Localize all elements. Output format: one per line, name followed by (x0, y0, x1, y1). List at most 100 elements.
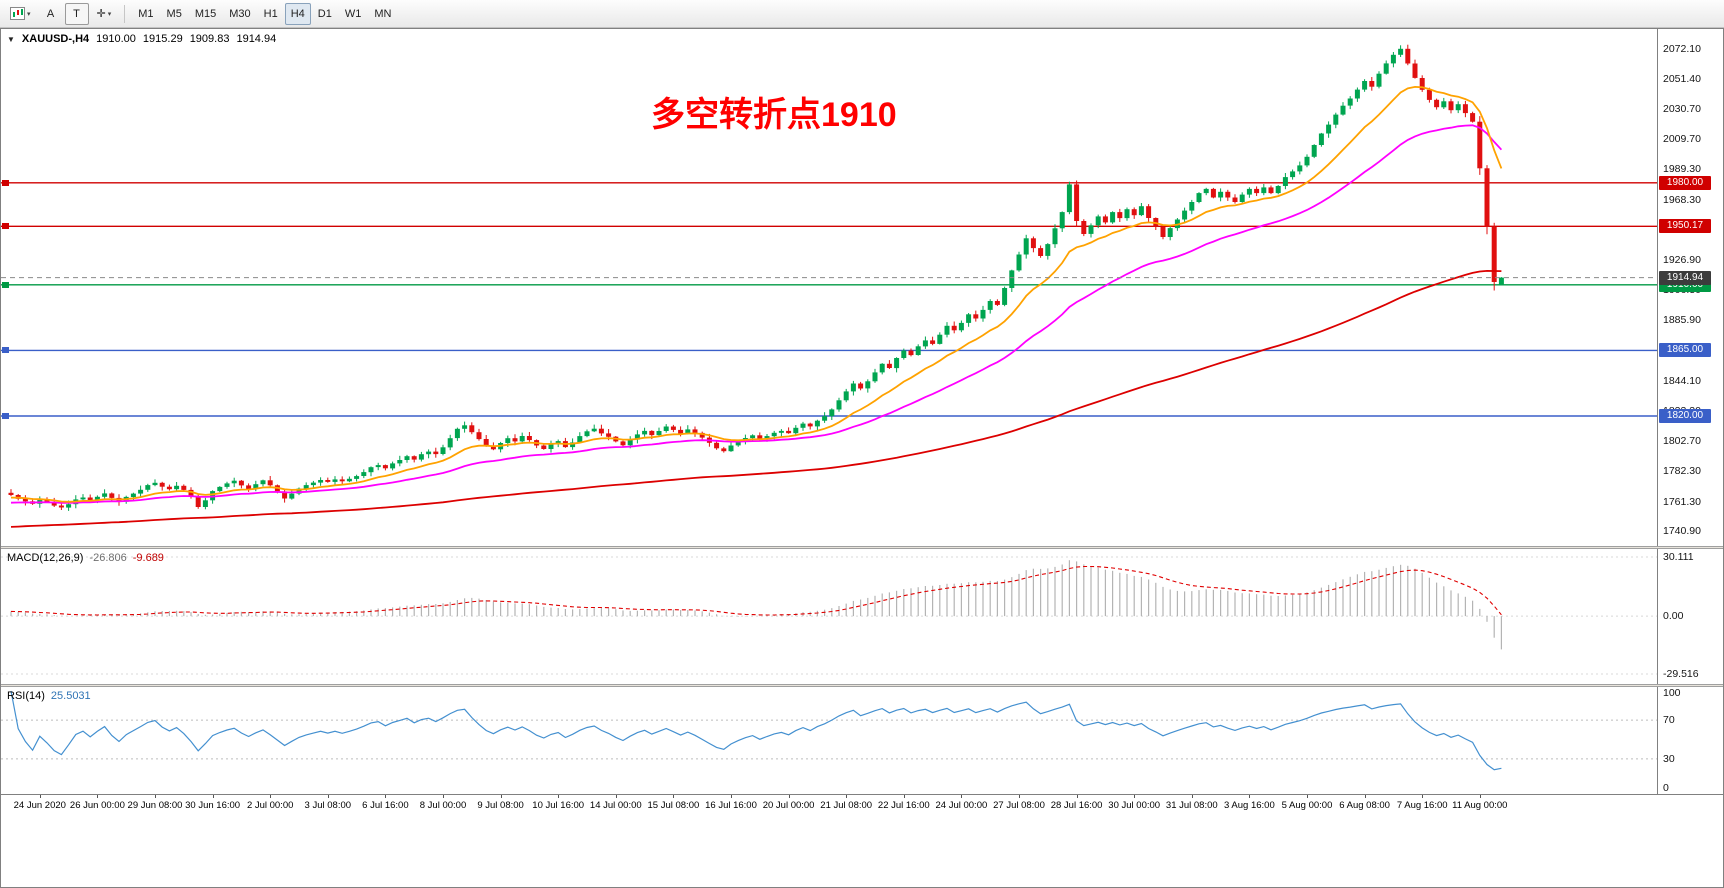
time-tick (155, 795, 156, 798)
hline-left-tag (2, 347, 9, 354)
chevron-down-icon: ▾ (107, 10, 112, 18)
hline-left-tag (2, 413, 9, 419)
chart-icon (10, 7, 25, 20)
crosshair-button[interactable]: ✛ ▾ (91, 3, 118, 25)
price-tick-label: 2051.40 (1663, 72, 1701, 85)
price-tick-label: 2030.70 (1663, 102, 1701, 115)
macd-scale-label: 0.00 (1663, 610, 1684, 623)
time-label: 3 Jul 08:00 (304, 800, 352, 811)
time-tick (1134, 795, 1136, 798)
time-label: 9 Jul 08:00 (477, 800, 524, 811)
price-panel[interactable]: ▼ XAUUSD-,H4 1910.00 1915.29 1909.83 191… (1, 29, 1723, 546)
rsi-scale-label: 0 (1663, 782, 1669, 794)
timeframe-mn[interactable]: MN (368, 3, 397, 25)
time-tick (846, 795, 848, 798)
macd-scale-label: 30.111 (1663, 550, 1694, 563)
time-label: 6 Aug 08:00 (1339, 800, 1390, 811)
macd-header: MACD(12,26,9) -26.806 -9.689 (7, 552, 164, 564)
toolbar: ▾ A T ✛ ▾ M1 M5 M15 M30 H1 H4 D1 W1 MN (0, 0, 1724, 28)
scale-separator (1657, 29, 1658, 546)
rsi-scale-label: 100 (1663, 687, 1681, 699)
time-label: 22 Jul 16:00 (877, 800, 930, 811)
timeframe-d1[interactable]: D1 (312, 3, 338, 25)
rsi-scale-label: 30 (1663, 752, 1675, 765)
price-tick-label: 1802.70 (1663, 435, 1701, 448)
time-tick (1076, 795, 1078, 798)
price-tick-label: 1926.90 (1663, 254, 1701, 267)
time-label: 16 Jul 16:00 (705, 800, 757, 811)
rsi-plot (1, 690, 1657, 771)
time-tick (500, 795, 502, 798)
time-label: 15 Jul 08:00 (647, 800, 700, 811)
time-tick (270, 795, 272, 798)
rsi-panel[interactable]: RSI(14) 25.5031 100 70 30 0 (1, 687, 1723, 794)
panel-splitter[interactable] (1, 684, 1723, 687)
hline-left-tag (2, 281, 9, 288)
t-tool-button[interactable]: T (64, 2, 89, 25)
time-label: 2 Jul 00:00 (246, 800, 294, 811)
price-tick-label: 2072.10 (1663, 42, 1701, 55)
price-tick-label: 1968.30 (1663, 193, 1701, 206)
time-tick (1422, 795, 1424, 798)
price-tick-label: 1740.90 (1663, 525, 1701, 538)
toolbar-separator (124, 4, 126, 23)
open-value: 1910.00 (96, 33, 136, 45)
timeframe-h1[interactable]: H1 (258, 3, 284, 25)
a-tool-button[interactable]: A (39, 3, 63, 25)
time-label: 6 Jul 16:00 (362, 800, 409, 811)
chart-templates-button[interactable]: ▾ (4, 3, 37, 25)
time-tick (1364, 795, 1366, 798)
rsi-label: RSI(14) (7, 690, 45, 702)
annotation-text: 多空转折点1910 (651, 96, 897, 134)
time-label: 24 Jun 2020 (13, 800, 66, 811)
time-tick (731, 795, 732, 798)
macd-panel[interactable]: MACD(12,26,9) -26.806 -9.689 30.111 0.00 -… (1, 549, 1723, 684)
time-tick (1019, 795, 1020, 798)
time-label: 29 Jun 08:00 (127, 800, 183, 811)
timeframe-w1[interactable]: W1 (339, 3, 368, 25)
time-axis[interactable]: 24 Jun 2020 26 Jun 00:00 29 Jun 08:00 30 Ju… (1, 794, 1723, 816)
timeframe-h4[interactable]: H4 (284, 2, 311, 25)
price-tick-label: 1989.30 (1663, 163, 1701, 176)
timeframe-m15[interactable]: M15 (189, 3, 222, 25)
hline-left-tag (2, 179, 9, 186)
crosshair-icon: ✛ (96, 8, 106, 20)
time-label: 30 Jul 00:00 (1108, 800, 1161, 811)
timeframe-m5[interactable]: M5 (161, 3, 188, 25)
time-label: 26 Jun 00:00 (69, 800, 125, 811)
time-label: 24 Jul 00:00 (935, 800, 988, 811)
macd-plot (1, 556, 1657, 675)
time-tick (615, 795, 617, 798)
time-label: 3 Aug 16:00 (1224, 800, 1275, 811)
scale-separator (1657, 687, 1658, 794)
time-label: 5 Aug 00:00 (1281, 800, 1333, 811)
timeframe-m30[interactable]: M30 (223, 3, 256, 25)
time-tick (327, 795, 329, 798)
hline-price-badge: 1950.17 (1659, 219, 1711, 234)
timeframe-m1[interactable]: M1 (132, 3, 159, 25)
time-label: 27 Jul 08:00 (993, 800, 1045, 811)
rsi-scale-label: 70 (1663, 714, 1675, 727)
hline-left-tag (2, 223, 9, 230)
time-label: 7 Aug 16:00 (1396, 800, 1448, 811)
time-label: 28 Jul 16:00 (1050, 800, 1103, 811)
time-tick (558, 795, 560, 798)
time-label: 11 Aug 00:00 (1452, 800, 1508, 811)
time-tick (1307, 795, 1308, 798)
close-value: 1914.94 (236, 33, 277, 45)
price-tick-label: 1885.90 (1663, 313, 1701, 326)
panel-splitter[interactable] (1, 546, 1723, 549)
time-label: 20 Jul 00:00 (762, 800, 815, 811)
price-tick-label: 2009.70 (1663, 133, 1701, 146)
chart-window: ▼ XAUUSD-,H4 1910.00 1915.29 1909.83 191… (0, 28, 1724, 888)
rsi-value: 25.5031 (50, 690, 91, 702)
time-label: 8 Jul 00:00 (419, 800, 467, 811)
current-price-badge: 1914.94 (1659, 270, 1711, 285)
time-label: 30 Jun 16:00 (185, 800, 241, 811)
macd-label: MACD(12,26,9) (7, 552, 84, 564)
time-tick (1249, 795, 1251, 798)
macd-signal-value: -9.689 (132, 552, 164, 564)
time-label: 10 Jul 16:00 (532, 800, 585, 811)
price-plot[interactable] (1, 29, 1657, 546)
expand-triangle-icon[interactable]: ▼ (7, 34, 15, 44)
